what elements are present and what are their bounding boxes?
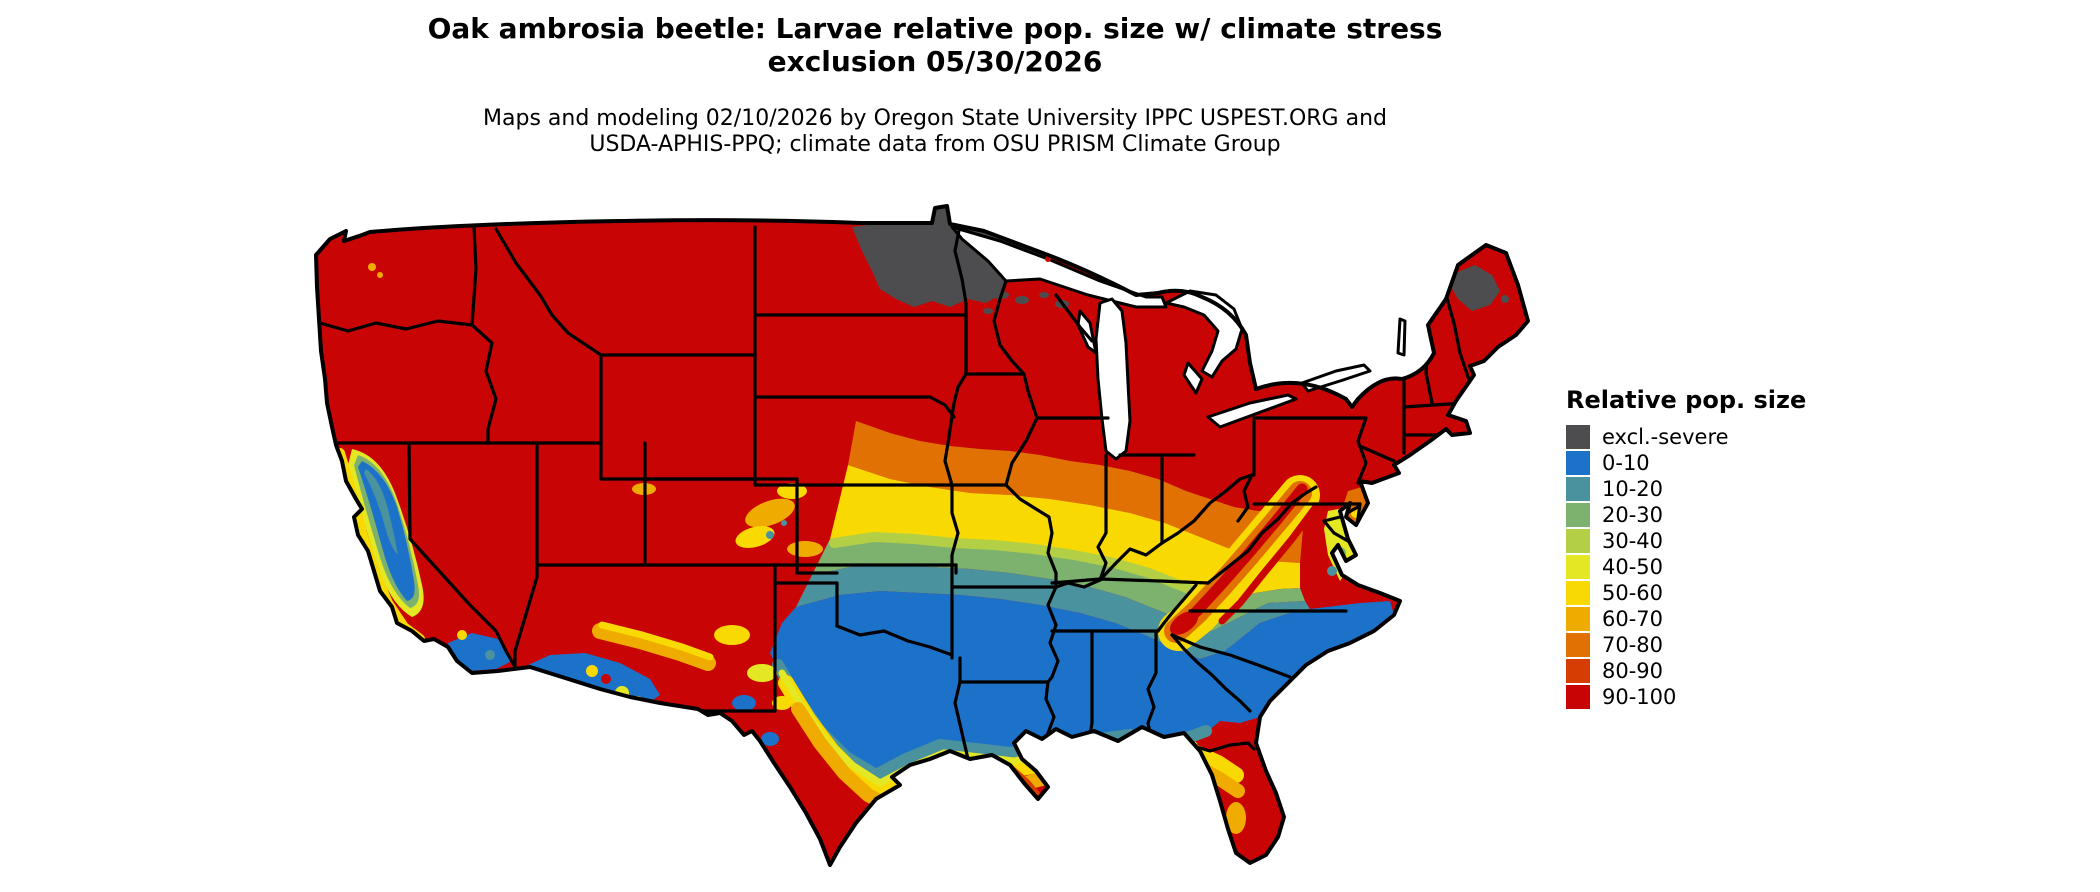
legend-swatch [1566,503,1590,527]
legend-label: 20-30 [1602,503,1664,527]
socal-teal-speck [485,650,495,660]
legend-label: 80-90 [1602,659,1664,683]
legend-item-80-90: 80-90 [1566,658,1846,684]
figure-subtitle-line1: Maps and modeling 02/10/2026 by Oregon S… [483,106,1387,131]
legend-label: 90-100 [1602,685,1677,709]
legend-label: excl.-severe [1602,425,1729,449]
ca-valley-teal [364,469,398,555]
lake-ontario [1300,363,1372,393]
legend-swatch [1566,581,1590,605]
legend-item-10-20: 10-20 [1566,476,1846,502]
blue-ridge-red-ridge [1218,504,1319,625]
legend-title: Relative pop. size [1566,386,1807,414]
legend-rows: excl.-severe 0-10 10-20 20-30 30-40 40-50 50-6… [1566,424,1846,710]
map-color-layers [316,206,1528,877]
mogollon-orange-arc [592,623,716,671]
legend-item-30-40: 30-40 [1566,528,1846,554]
washington-orange-specks [368,263,383,278]
legend-swatch [1566,529,1590,553]
band-70-80 [848,421,1305,563]
legend-label: 70-80 [1602,633,1664,657]
figure-subtitle: Maps and modeling 02/10/2026 by Oregon S… [330,106,1540,158]
smokies-red-blob [1169,611,1199,635]
mogollon-yellow-arc [598,621,714,661]
lake-champlain [1396,317,1407,357]
legend-item-70-80: 70-80 [1566,632,1846,658]
legend-item-40-50: 40-50 [1566,554,1846,580]
saginaw-bay [1182,361,1204,395]
nm-wtx-mottling [714,625,792,746]
legend-label: 30-40 [1602,529,1664,553]
channel-islands [379,646,415,662]
legend-item-excl.-severe: excl.-severe [1566,424,1846,450]
legend-swatch [1566,685,1590,709]
legend-label: 10-20 [1602,477,1664,501]
legend-label: 40-50 [1602,555,1664,579]
lake-superior [950,225,1168,309]
legend-item-20-30: 20-30 [1566,502,1846,528]
excluded-maine [1450,265,1500,311]
legend-label: 0-10 [1602,451,1650,475]
legend-swatch [1566,451,1590,475]
socal-blue-patch [448,633,512,671]
tidewater-teal-speck [1327,566,1337,576]
band-30-40 [829,531,1235,608]
excluded-maine-speck [1501,295,1509,303]
figure-title: Oak ambrosia beetle: Larvae relative pop… [330,12,1540,78]
lake-erie [1206,393,1298,429]
florida-orange-pocket [1226,802,1246,834]
lake-huron [1164,289,1244,379]
map-legend: Relative pop. size excl.-severe 0-10 10-20… [1566,386,1846,710]
legend-swatch [1566,633,1590,657]
legend-label: 60-70 [1602,607,1664,631]
figure-title-line2: exclusion 05/30/2026 [767,45,1103,78]
legend-item-60-70: 60-70 [1566,606,1846,632]
legend-swatch [1566,659,1590,683]
socal-yellow-speck [457,630,467,640]
us-map-svg [314,204,1530,877]
excluded-minnesota [852,206,1048,307]
legend-swatch [1566,607,1590,631]
legend-item-50-60: 50-60 [1566,580,1846,606]
band-50-60 [830,465,1300,601]
us-risk-map [300,203,1530,880]
figure-subtitle-line2: USDA-APHIS-PPQ; climate data from OSU PR… [589,132,1281,157]
legend-item-90-100: 90-100 [1566,684,1846,710]
legend-swatch [1566,425,1590,449]
legend-swatch [1566,477,1590,501]
figure-title-line1: Oak ambrosia beetle: Larvae relative pop… [427,12,1443,45]
legend-swatch [1566,555,1590,579]
legend-label: 50-60 [1602,581,1664,605]
band-0-10 [770,591,1394,777]
legend-item-0-10: 0-10 [1566,450,1846,476]
excluded-wisconsin-specks [983,291,1069,314]
florida-keys [1247,868,1279,877]
